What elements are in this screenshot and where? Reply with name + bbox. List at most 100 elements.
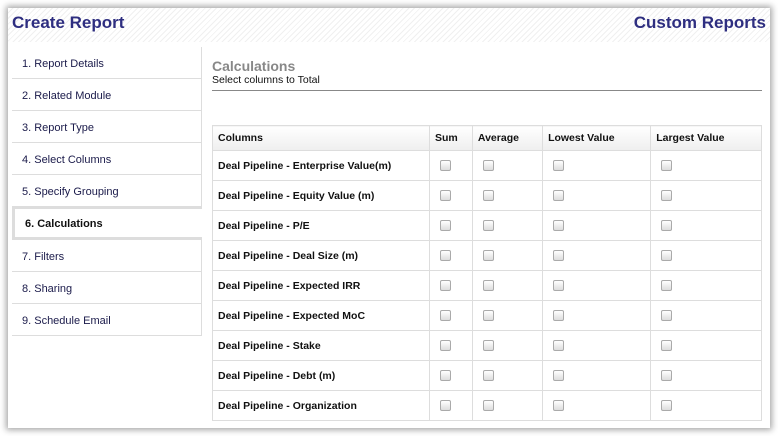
calculations-table: Columns Sum Average Lowest Value Largest Val… [212,125,762,421]
largest-value-checkbox[interactable] [661,340,673,352]
section-title: Custom Reports [633,13,766,32]
lowest-value-cell [542,300,652,331]
average-checkbox[interactable] [482,220,494,232]
largest-value-cell [650,240,762,271]
table-row: Deal Pipeline - Enterprise Value(m) [212,150,762,181]
average-cell [471,150,544,181]
largest-value-checkbox[interactable] [661,310,673,322]
sum-cell [429,180,473,211]
largest-value-checkbox[interactable] [661,400,673,412]
average-checkbox[interactable] [482,190,494,202]
sum-cell [429,390,473,421]
page-title: Create Report [12,13,125,32]
table-row: Deal Pipeline - Stake [212,330,762,361]
sidebar-step[interactable]: 4. Select Columns [12,143,202,175]
sum-cell [429,240,473,271]
column-name: Deal Pipeline - Deal Size (m) [212,240,430,271]
report-window: Create Report Custom Reports 1. Report D… [8,8,770,428]
average-checkbox[interactable] [482,340,494,352]
wizard-steps: 1. Report Details 2. Related Module 3. Rep… [12,47,202,336]
table-row: Deal Pipeline - Debt (m) [212,360,762,391]
average-checkbox[interactable] [482,250,494,262]
calculations-subtitle: Select columns to Total [212,74,320,86]
column-name: Deal Pipeline - Equity Value (m) [212,180,430,211]
sidebar-step[interactable]: 3. Report Type [12,111,202,143]
sum-cell [429,270,473,301]
column-name: Deal Pipeline - Debt (m) [212,360,430,391]
lowest-value-cell [542,390,652,421]
average-cell [471,240,544,271]
lowest-value-checkbox[interactable] [553,280,565,292]
sum-checkbox[interactable] [440,160,451,172]
sidebar-step[interactable]: 5. Specify Grouping [12,175,202,207]
largest-value-checkbox[interactable] [661,160,673,172]
average-cell [471,270,544,301]
largest-value-cell [650,150,762,181]
lowest-value-checkbox[interactable] [553,340,565,352]
sum-cell [429,150,473,181]
main-content: Calculations Select columns to Total [212,58,762,91]
average-checkbox[interactable] [482,160,494,172]
column-name: Deal Pipeline - Stake [212,330,430,361]
column-name: Deal Pipeline - P/E [212,210,430,241]
divider [212,90,762,91]
largest-value-cell [650,330,762,361]
sum-cell [429,300,473,331]
sum-checkbox[interactable] [440,280,451,292]
average-cell [471,210,544,241]
sidebar-step[interactable]: 8. Sharing [12,272,202,304]
average-checkbox[interactable] [482,310,494,322]
column-name: Deal Pipeline - Expected MoC [212,300,430,331]
average-cell [471,300,544,331]
sum-cell [429,330,473,361]
largest-value-checkbox[interactable] [661,220,673,232]
sidebar-step[interactable]: 1. Report Details [12,47,202,79]
sum-checkbox[interactable] [440,400,451,412]
largest-value-checkbox[interactable] [661,250,673,262]
largest-value-cell [650,300,762,331]
calculations-title: Calculations [212,58,296,74]
sum-checkbox[interactable] [440,190,451,202]
sidebar-step[interactable]: 9. Schedule Email [12,304,202,336]
lowest-value-checkbox[interactable] [553,310,565,322]
sidebar-step[interactable]: 6. Calculations [12,206,202,240]
average-cell [471,360,544,391]
largest-value-cell [650,180,762,211]
average-cell [471,330,544,361]
largest-value-checkbox[interactable] [661,370,673,382]
sidebar-step[interactable]: 2. Related Module [12,79,202,111]
lowest-value-checkbox[interactable] [553,370,565,382]
column-name: Deal Pipeline - Organization [212,390,430,421]
sidebar-step[interactable]: 7. Filters [12,240,202,272]
lowest-value-cell [542,330,652,361]
lowest-value-checkbox[interactable] [553,190,565,202]
column-header: Sum [429,125,473,151]
average-checkbox[interactable] [482,280,494,292]
sum-checkbox[interactable] [440,310,451,322]
lowest-value-checkbox[interactable] [553,400,565,412]
lowest-value-checkbox[interactable] [553,250,565,262]
sum-checkbox[interactable] [440,250,451,262]
table-row: Deal Pipeline - Deal Size (m) [212,240,762,271]
largest-value-cell [650,210,762,241]
lowest-value-checkbox[interactable] [553,220,565,232]
lowest-value-cell [542,180,652,211]
average-checkbox[interactable] [482,370,494,382]
column-header: Lowest Value [542,125,652,151]
table-row: Deal Pipeline - Expected MoC [212,300,762,331]
average-cell [471,390,544,421]
header: Create Report Custom Reports [8,8,770,42]
table-row: Deal Pipeline - Organization [212,390,762,421]
lowest-value-cell [542,270,652,301]
largest-value-checkbox[interactable] [661,280,673,292]
column-header: Columns [212,125,430,151]
sum-checkbox[interactable] [440,370,451,382]
average-checkbox[interactable] [482,400,494,412]
column-name: Deal Pipeline - Expected IRR [212,270,430,301]
sum-cell [429,360,473,391]
table-header: Columns Sum Average Lowest Value Largest Val… [212,125,762,151]
largest-value-checkbox[interactable] [661,190,673,202]
sum-checkbox[interactable] [440,220,451,232]
lowest-value-checkbox[interactable] [553,160,565,172]
sum-checkbox[interactable] [440,340,451,352]
